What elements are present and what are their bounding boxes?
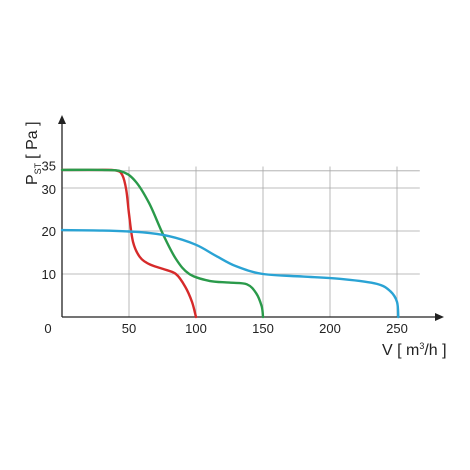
y-axis-label-unit: [ Pa ] bbox=[24, 121, 41, 158]
x-axis-label-tail: /h ] bbox=[424, 342, 446, 359]
series-line-blue bbox=[60, 228, 400, 319]
y-axis-arrow bbox=[58, 115, 66, 124]
x-axis-label: V [ m3/h ] bbox=[382, 341, 447, 359]
x-tick-label: 250 bbox=[386, 321, 408, 336]
x-axis-arrow bbox=[435, 313, 444, 321]
y-tick-label: 35 bbox=[42, 159, 56, 174]
y-tick-label: 30 bbox=[42, 182, 56, 197]
x-axis-label-main: V [ m bbox=[382, 342, 419, 359]
grid-lines bbox=[62, 166, 420, 317]
x-axis-label-sup: 3 bbox=[419, 341, 424, 351]
y-axis-label: PST [ Pa ] bbox=[24, 121, 43, 185]
x-tick-label: 150 bbox=[252, 321, 274, 336]
axes bbox=[58, 115, 444, 321]
y-axis-label-main: P bbox=[24, 174, 41, 185]
x-tick-label: 200 bbox=[319, 321, 341, 336]
y-axis-label-sub: ST bbox=[33, 162, 43, 174]
tick-labels: 0 50 100 150 200 250 10 20 30 35 bbox=[42, 159, 408, 337]
series-line-green bbox=[60, 168, 265, 319]
x-tick-label: 0 bbox=[44, 321, 51, 336]
series-lines bbox=[60, 168, 400, 319]
x-tick-label: 50 bbox=[122, 321, 136, 336]
x-tick-label: 100 bbox=[185, 321, 207, 336]
y-tick-label: 20 bbox=[42, 224, 56, 239]
y-tick-label: 10 bbox=[42, 267, 56, 282]
